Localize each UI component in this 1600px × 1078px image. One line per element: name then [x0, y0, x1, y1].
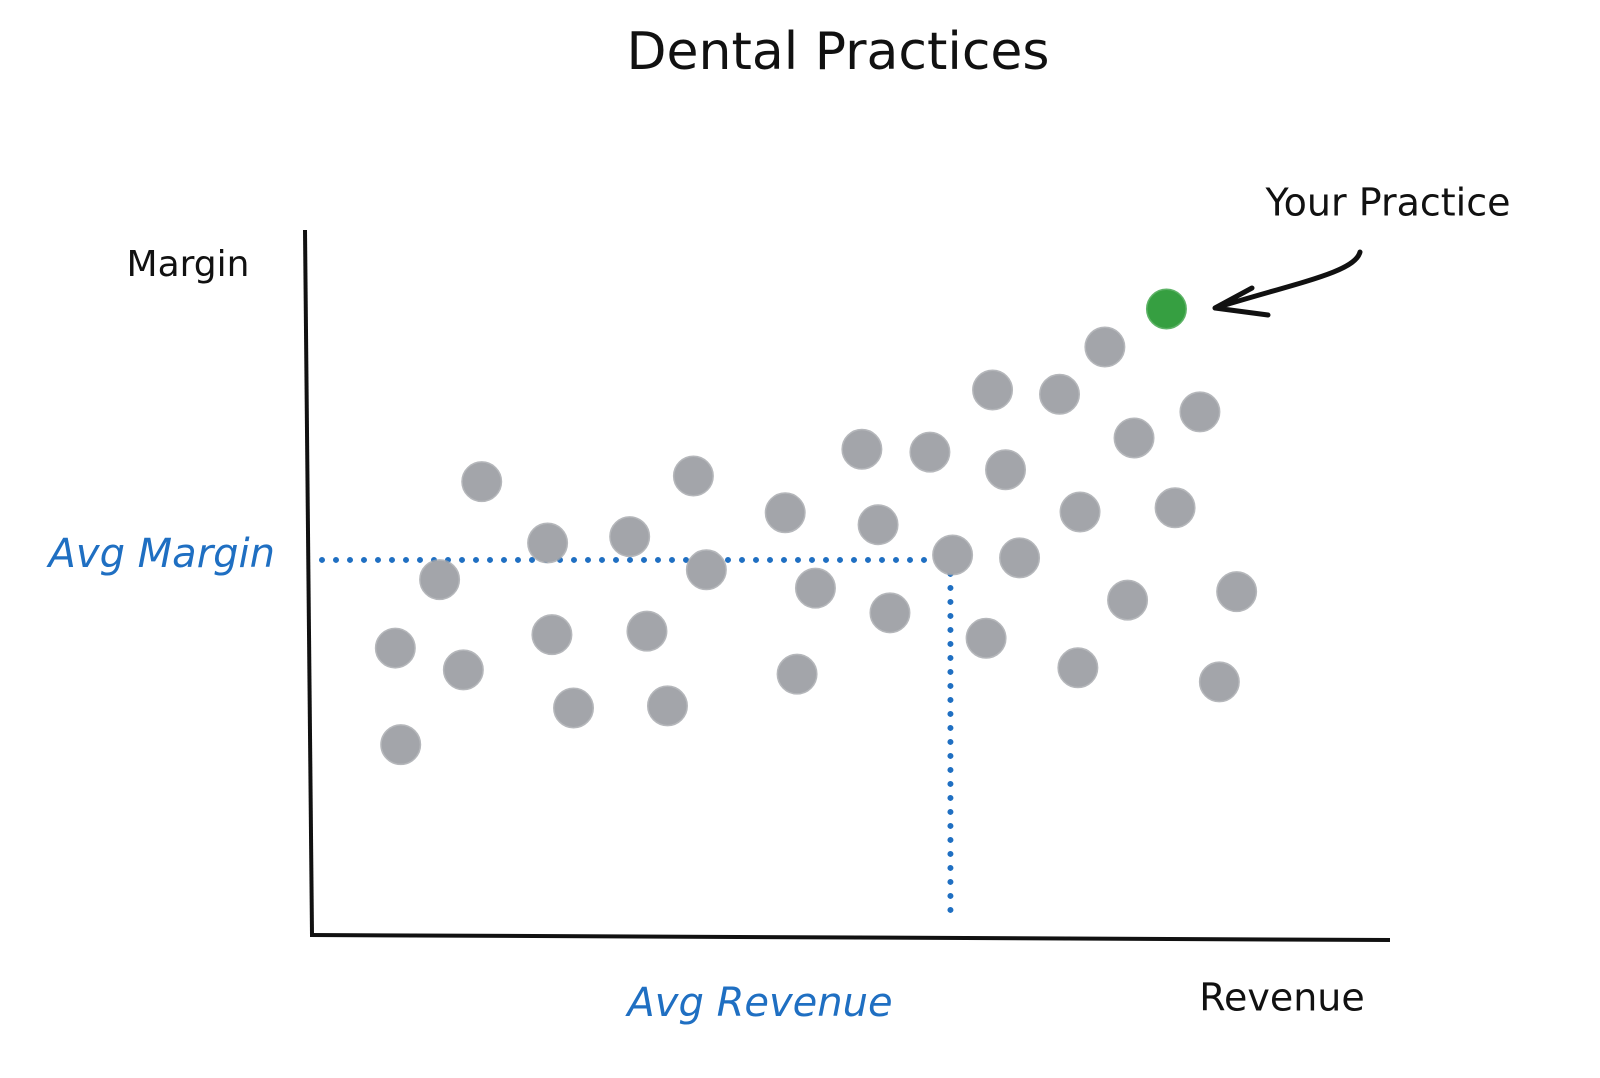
point	[1039, 373, 1081, 415]
point	[764, 492, 806, 534]
point	[1084, 326, 1126, 368]
point	[1179, 391, 1221, 433]
point	[869, 592, 911, 634]
chart-title: Dental Practices	[626, 22, 1049, 82]
point	[794, 567, 836, 609]
point	[380, 724, 422, 766]
point	[985, 449, 1027, 491]
point	[857, 504, 899, 546]
point	[374, 627, 416, 669]
point	[553, 687, 595, 729]
reference-label: Avg Margin	[46, 531, 275, 577]
point	[909, 431, 951, 473]
point	[972, 369, 1014, 411]
point	[1057, 647, 1099, 689]
point	[776, 653, 818, 695]
point	[672, 455, 714, 497]
point	[999, 537, 1041, 579]
reference-label: Avg Revenue	[624, 980, 892, 1026]
annotation: Your Practice	[1265, 181, 1511, 225]
point	[461, 461, 503, 503]
point	[1107, 579, 1149, 621]
y-axis	[303, 229, 314, 936]
point	[965, 617, 1007, 659]
point	[1198, 661, 1240, 703]
point	[1113, 417, 1155, 459]
point	[609, 516, 651, 558]
point	[531, 614, 573, 656]
point	[1216, 571, 1258, 613]
point	[419, 559, 461, 601]
x-axis-label: Revenue	[1199, 976, 1365, 1020]
point	[685, 549, 727, 591]
point	[841, 428, 883, 470]
point	[1059, 491, 1101, 533]
y-axis-label: Margin	[127, 244, 250, 285]
point	[626, 610, 668, 652]
arrow	[1212, 249, 1363, 318]
point	[932, 534, 974, 576]
point	[527, 522, 569, 564]
point	[646, 685, 688, 727]
point	[442, 649, 484, 691]
point	[1154, 487, 1196, 529]
point	[1145, 288, 1187, 330]
x-axis	[309, 933, 1391, 942]
